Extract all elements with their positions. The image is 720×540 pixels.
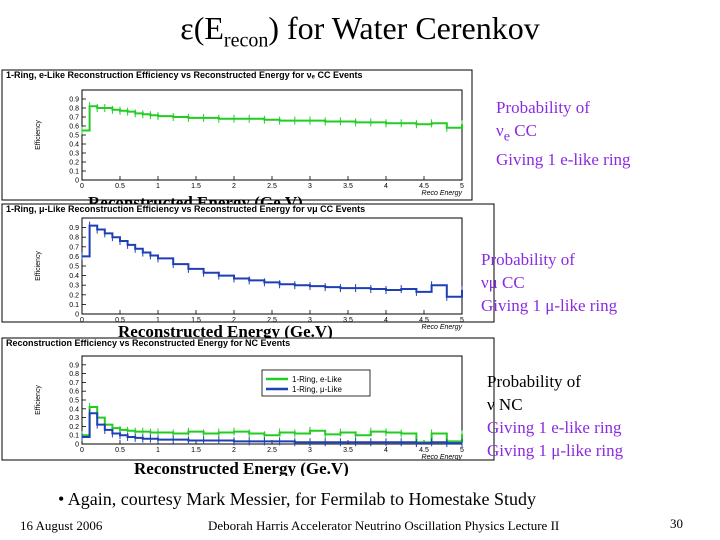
x-tick-label: 4.5 xyxy=(419,317,429,324)
y-tick-label: 0.6 xyxy=(69,254,79,261)
y-tick-label: 0.5 xyxy=(69,398,79,405)
chart-frame xyxy=(1,69,473,201)
y-tick-label: 0.5 xyxy=(69,264,79,271)
y-tick-label: 0.8 xyxy=(69,106,79,113)
y-tick-label: 0.4 xyxy=(69,406,79,413)
chart-title: 1-Ring, e-Like Reconstruction Efficiency… xyxy=(6,70,362,80)
x-tick-label: 1.5 xyxy=(191,183,201,190)
x-tick-label: 3.5 xyxy=(343,183,353,190)
caption-nue-cc: Probability of νe CC Giving 1 e-like rin… xyxy=(496,98,631,170)
x-tick-label: 2.5 xyxy=(267,183,277,190)
y-tick-label: 0 xyxy=(75,312,79,319)
x-axis-label: Reconstructed Energy (Ge.V) xyxy=(134,459,349,476)
footer-date: 16 August 2006 xyxy=(20,518,103,533)
y-tick-label: 0.1 xyxy=(69,169,79,176)
x-tick-label: 5 xyxy=(460,183,464,190)
x-axis-label-small: Reco Energy xyxy=(422,324,463,331)
bullet-text: • Again, courtesy Mark Messier, for Ferm… xyxy=(58,489,536,509)
x-tick-label: 2.5 xyxy=(267,317,277,324)
legend-box xyxy=(261,369,371,397)
y-tick-label: 0.7 xyxy=(69,380,79,387)
x-tick-label: 3 xyxy=(308,317,312,324)
footer-author-title: Deborah Harris Accelerator Neutrino Osci… xyxy=(208,518,560,533)
x-tick-label: 0.5 xyxy=(115,447,125,454)
x-tick-label: 3.5 xyxy=(343,317,353,324)
y-tick-label: 0.6 xyxy=(69,124,79,131)
page-number: 30 xyxy=(670,516,683,531)
x-tick-label: 2 xyxy=(232,317,236,324)
x-tick-label: 4.5 xyxy=(419,183,429,190)
chart-nue-cc-efficiency: 1-Ring, e-Like Reconstruction Efficiency… xyxy=(0,68,500,213)
chart-frame xyxy=(1,203,495,323)
slide-title: ε(Erecon) for Water Cerenkov xyxy=(180,10,540,52)
x-tick-label: 0.5 xyxy=(115,183,125,190)
y-tick-label: 0.8 xyxy=(69,235,79,242)
y-tick-label: 0.3 xyxy=(69,151,79,158)
y-tick-label: 0.5 xyxy=(69,133,79,140)
x-tick-label: 0 xyxy=(80,317,84,324)
y-tick-label: 0.4 xyxy=(69,142,79,149)
x-tick-label: 2.5 xyxy=(267,447,277,454)
caption-nc: Probability of ν NC Giving 1 e-like ring… xyxy=(487,372,624,460)
x-tick-label: 3.5 xyxy=(343,447,353,454)
chart-numu-cc-efficiency: 1-Ring, μ-Like Reconstruction Efficiency… xyxy=(0,202,500,342)
y-tick-label: 0.4 xyxy=(69,273,79,280)
y-tick-label: 0.3 xyxy=(69,415,79,422)
chart-title: 1-Ring, μ-Like Reconstruction Efficiency… xyxy=(6,204,365,214)
chart-frame xyxy=(1,337,495,461)
x-tick-label: 4.5 xyxy=(419,447,429,454)
chart-nue-cc-svg: 1-Ring, e-Like Reconstruction Efficiency… xyxy=(1,69,473,212)
x-tick-label: 2 xyxy=(232,447,236,454)
chart-nc-efficiency: Reconstruction Efficiency vs Reconstruct… xyxy=(0,336,500,476)
x-tick-label: 1.5 xyxy=(191,317,201,324)
y-tick-label: 0.2 xyxy=(69,160,79,167)
legend-entry: 1-Ring, e-Like xyxy=(292,375,342,384)
caption-numu-cc: Probability of νμ CC Giving 1 μ-like rin… xyxy=(481,250,618,315)
y-tick-label: 0.9 xyxy=(69,362,79,369)
x-tick-label: 5 xyxy=(460,317,464,324)
x-axis-label: Reconstructed Energy (Ge.V) xyxy=(118,322,333,341)
y-tick-label: 0 xyxy=(75,442,79,449)
y-axis-label: Efficiency xyxy=(35,385,42,415)
y-tick-label: 0.9 xyxy=(69,225,79,232)
y-tick-label: 0.2 xyxy=(69,292,79,299)
y-tick-label: 0.9 xyxy=(69,97,79,104)
y-tick-label: 0.3 xyxy=(69,283,79,290)
x-tick-label: 0 xyxy=(80,447,84,454)
chart-title: Reconstruction Efficiency vs Reconstruct… xyxy=(6,338,290,348)
x-axis-label-small: Reco Energy xyxy=(422,190,463,197)
x-tick-label: 0 xyxy=(80,183,84,190)
y-tick-label: 0.8 xyxy=(69,371,79,378)
y-axis-label: Efficiency xyxy=(35,120,42,150)
x-tick-label: 1 xyxy=(156,183,160,190)
chart-numu-cc-svg: 1-Ring, μ-Like Reconstruction Efficiency… xyxy=(1,203,495,341)
x-tick-label: 3 xyxy=(308,447,312,454)
y-tick-label: 0.1 xyxy=(69,433,79,440)
y-tick-label: 0.2 xyxy=(69,424,79,431)
x-tick-label: 1 xyxy=(156,447,160,454)
y-axis-label: Efficiency xyxy=(35,251,42,281)
x-tick-label: 4 xyxy=(384,447,388,454)
y-tick-label: 0.1 xyxy=(69,302,79,309)
y-tick-label: 0 xyxy=(75,178,79,185)
x-tick-label: 1.5 xyxy=(191,447,201,454)
x-tick-label: 4 xyxy=(384,317,388,324)
x-tick-label: 0.5 xyxy=(115,317,125,324)
x-tick-label: 1 xyxy=(156,317,160,324)
x-tick-label: 5 xyxy=(460,447,464,454)
x-tick-label: 2 xyxy=(232,183,236,190)
y-tick-label: 0.7 xyxy=(69,244,79,251)
chart-nc-svg: Reconstruction Efficiency vs Reconstruct… xyxy=(1,337,495,476)
x-tick-label: 4 xyxy=(384,183,388,190)
x-axis-label-small: Reco Energy xyxy=(422,454,463,461)
legend-entry: 1-Ring, μ-Like xyxy=(292,385,343,394)
x-tick-label: 3 xyxy=(308,183,312,190)
y-tick-label: 0.7 xyxy=(69,115,79,122)
y-tick-label: 0.6 xyxy=(69,389,79,396)
